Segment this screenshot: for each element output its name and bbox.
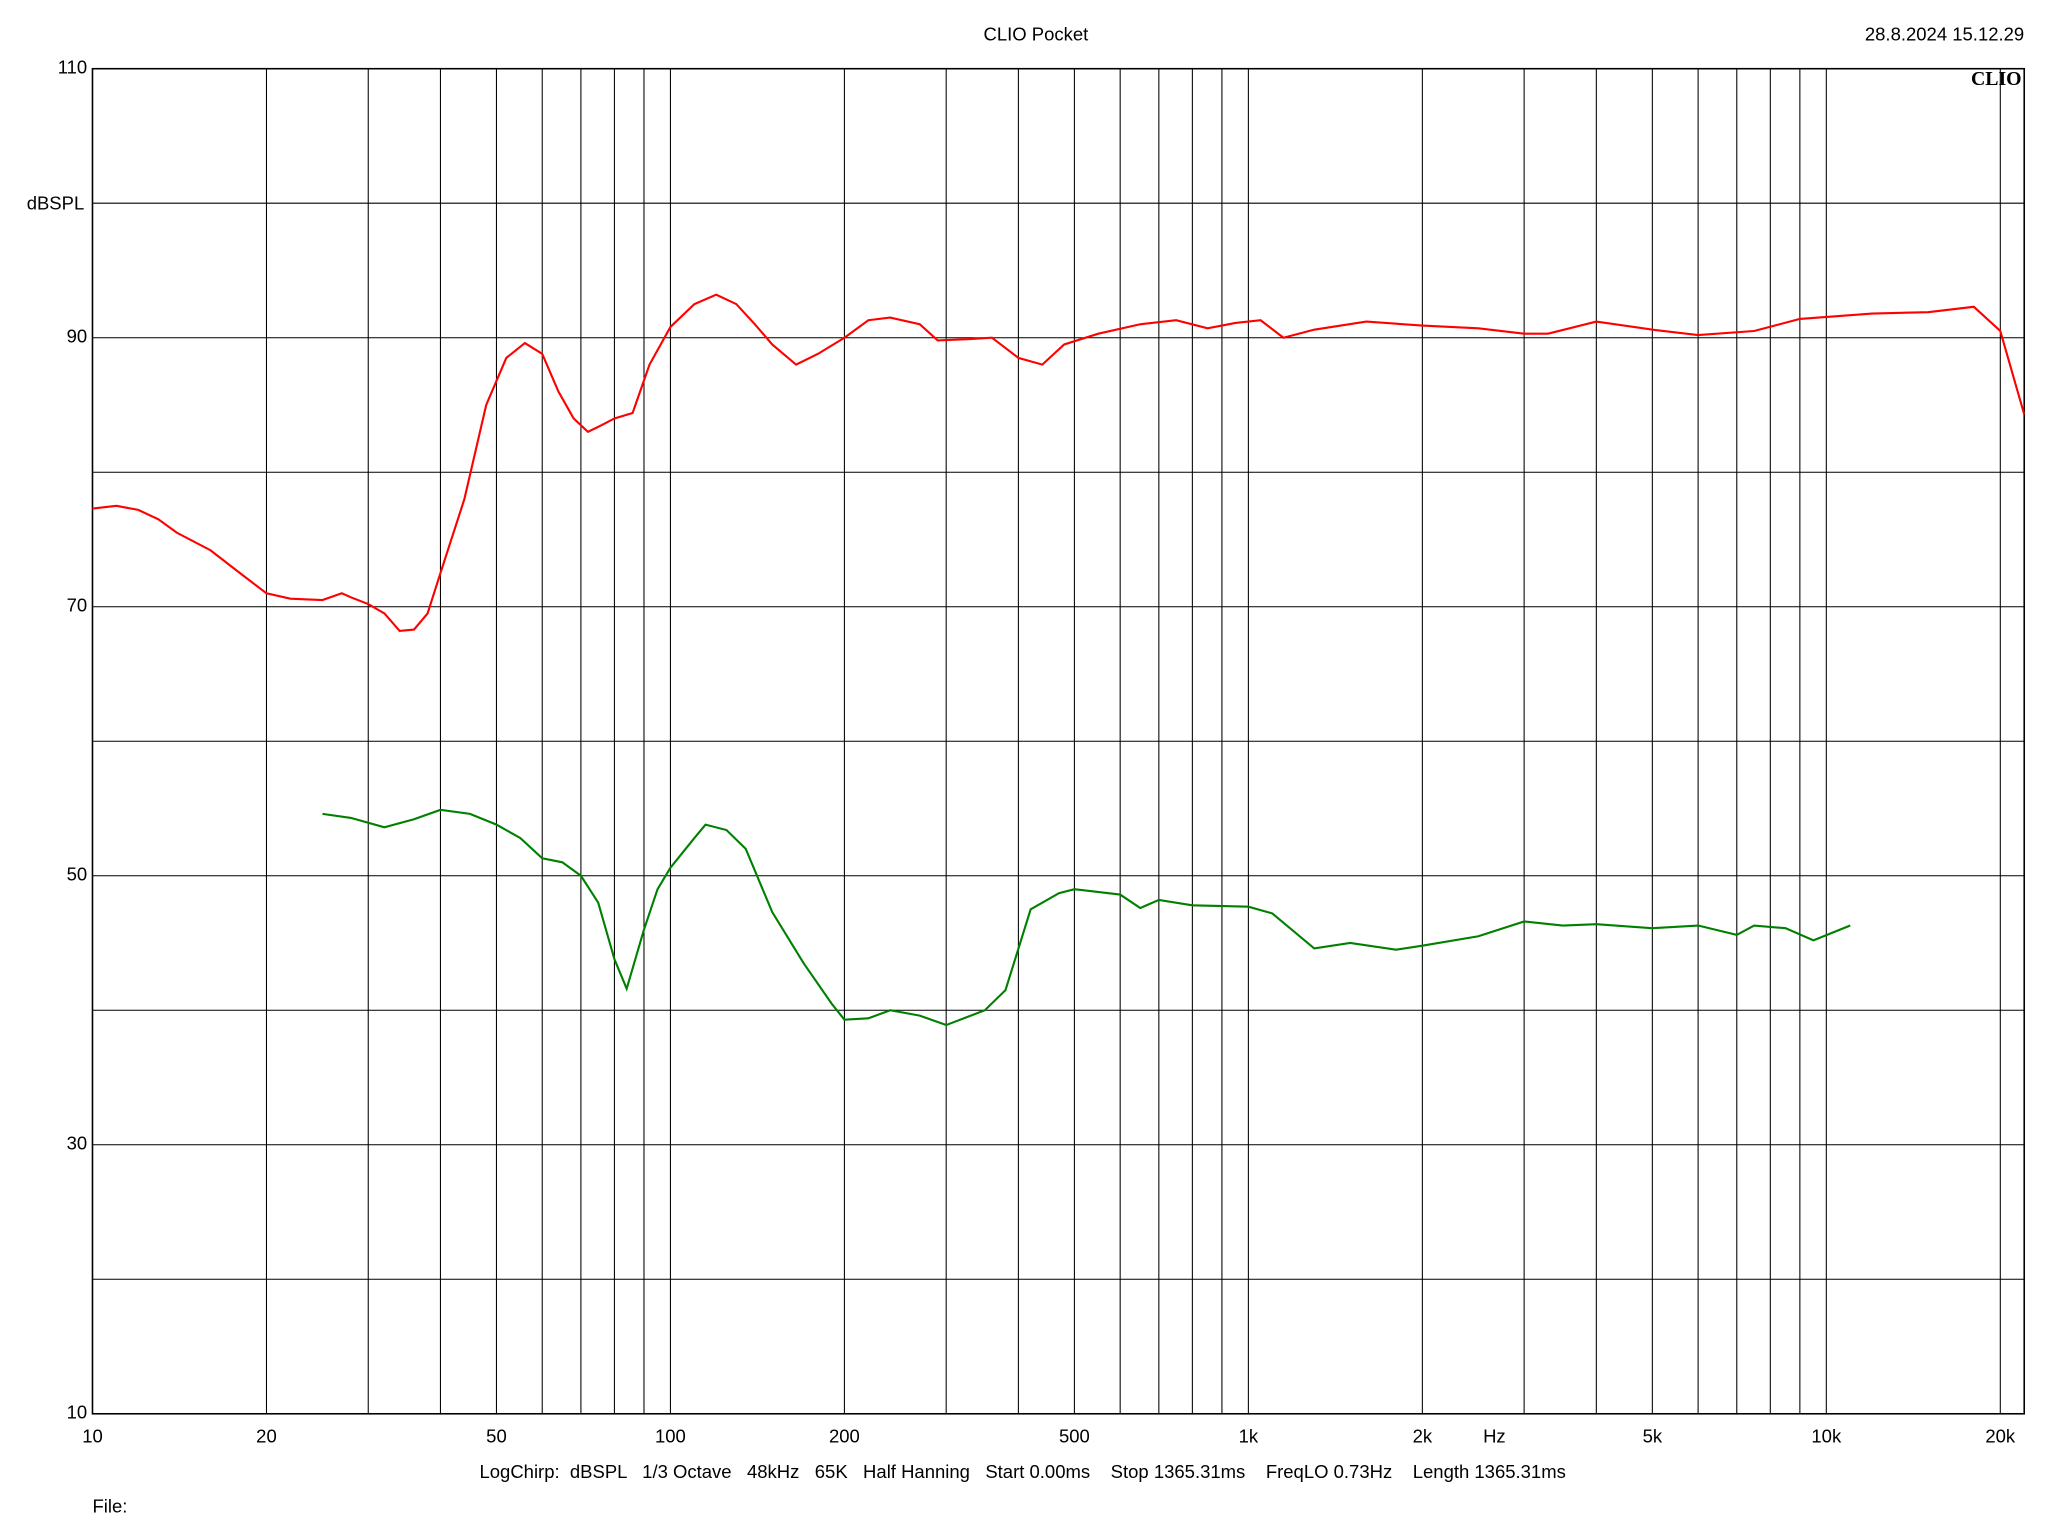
footer: LogChirp: dBSPL 1/3 Octave 48kHz 65K Hal…	[479, 1461, 1565, 1482]
y-axis-label: dBSPL	[27, 193, 85, 214]
series-line	[322, 808, 1851, 1027]
chart-title: CLIO Pocket	[983, 24, 1088, 45]
y-tick-label: 50	[67, 864, 88, 885]
x-tick-label: 10k	[1811, 1425, 1842, 1446]
timestamp: 28.8.2024 15.12.29	[1865, 24, 2024, 45]
x-tick-label: 100	[655, 1425, 686, 1446]
x-tick-label: 1k	[1239, 1425, 1259, 1446]
x-tick-label: 20k	[1985, 1425, 2016, 1446]
x-tick-label: 20	[256, 1425, 277, 1446]
x-tick-label: 200	[829, 1425, 860, 1446]
y-tick-label: 70	[67, 595, 88, 616]
y-tick-label: 110	[58, 57, 87, 78]
y-tick-label: 90	[67, 326, 88, 347]
plot-frame	[91, 67, 2026, 1415]
y-tick-label: 10	[67, 1402, 88, 1423]
x-tick-label: 2k	[1413, 1425, 1433, 1446]
y-tick-label: 30	[67, 1133, 88, 1154]
series-line	[92, 293, 2026, 633]
x-tick-label: 5k	[1643, 1425, 1663, 1446]
x-tick-label: 10	[82, 1425, 103, 1446]
x-axis-label: Hz	[1483, 1425, 1506, 1446]
x-tick-label: 500	[1059, 1425, 1090, 1446]
brand: CLIO	[1971, 68, 2022, 90]
file-label: File:	[92, 1495, 127, 1516]
x-tick-label: 50	[486, 1425, 507, 1446]
